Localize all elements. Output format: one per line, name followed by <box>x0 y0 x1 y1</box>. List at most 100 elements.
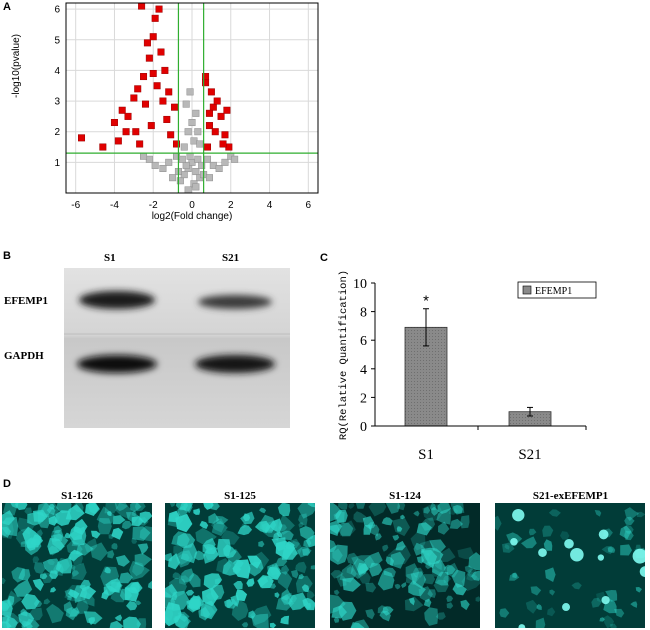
micrograph-cell <box>475 596 480 602</box>
volcano-point-nonsignificant <box>176 177 184 185</box>
micrograph-cell <box>416 522 432 536</box>
micrograph-cell <box>230 594 240 607</box>
micrograph-cell <box>404 596 424 612</box>
volcano-point-significant <box>202 73 210 81</box>
micrograph-cell <box>180 542 198 564</box>
micrograph-cell <box>65 504 85 521</box>
micrograph-cell <box>392 517 410 537</box>
volcano-y-ticks: 1 2 3 4 5 6 <box>54 5 60 169</box>
rq-bar-chart: 0 2 4 6 8 10 S1 S21 * RQ(Relative Quantificati… <box>338 270 597 463</box>
micrograph-cell <box>55 557 73 574</box>
micrograph-cell <box>357 562 370 576</box>
micrograph-cell <box>221 530 240 545</box>
band-efemp1-s1 <box>79 291 155 309</box>
micrograph-cell <box>298 573 305 580</box>
volcano-point-significant <box>134 85 142 93</box>
micrograph-cell <box>233 581 243 590</box>
micrograph-cell <box>374 533 382 541</box>
micrograph-cell <box>547 607 556 617</box>
micrograph-cell <box>605 590 618 602</box>
micrograph-cell <box>175 513 193 533</box>
micrograph-cell <box>502 542 515 553</box>
volcano-point-nonsignificant <box>204 155 212 163</box>
wb-lane-label-s1: S1 <box>104 252 116 264</box>
volcano-thresholds <box>66 3 318 193</box>
micrograph-cell <box>549 589 556 596</box>
micrograph-cell <box>433 579 449 593</box>
volcano-point-significant <box>159 97 167 105</box>
micrograph-cell <box>525 599 539 614</box>
micrograph-cell <box>208 513 220 524</box>
volcano-point-nonsignificant <box>205 174 213 182</box>
micrograph-cell <box>362 516 374 530</box>
micrograph-s1-125 <box>165 503 315 628</box>
micrograph-cell-bright <box>512 508 525 522</box>
volcano-y-tick-label: 5 <box>54 35 60 46</box>
micrograph-cell <box>107 511 112 516</box>
volcano-point-nonsignificant <box>184 128 192 136</box>
volcano-points <box>78 2 239 194</box>
volcano-point-nonsignificant <box>145 155 153 163</box>
micrograph-cell <box>451 569 466 588</box>
micrograph-cell <box>112 515 126 525</box>
volcano-point-nonsignificant <box>186 88 194 96</box>
micrograph-cell <box>134 600 142 606</box>
wb-protein-label-gapdh: GAPDH <box>4 350 44 362</box>
micrograph-cell <box>2 601 10 612</box>
volcano-point-significant <box>157 48 165 56</box>
micrograph-cell <box>56 503 72 514</box>
micrograph-cell <box>48 545 59 556</box>
volcano-point-significant <box>209 103 217 111</box>
micrograph-cell <box>368 503 387 517</box>
volcano-point-significant <box>155 5 163 13</box>
volcano-point-nonsignificant <box>184 186 192 194</box>
micrograph-cell <box>379 610 391 622</box>
micrograph-cell <box>377 570 395 591</box>
micrograph-cell <box>187 595 205 610</box>
micrograph-cell-bright <box>518 624 526 628</box>
micrograph-cell <box>248 610 256 619</box>
rq-x-tick-label: S21 <box>518 447 541 463</box>
micrograph-cell <box>330 544 348 565</box>
micrograph-cell <box>49 570 58 579</box>
volcano-point-significant <box>165 88 173 96</box>
micrograph-cell <box>115 555 130 567</box>
micrograph-cell <box>46 603 64 624</box>
micrograph-cell <box>2 520 14 539</box>
micrograph-cell <box>96 506 115 524</box>
micrograph-title-s1-124: S1-124 <box>389 490 421 502</box>
rq-legend: EFEMP1 <box>517 281 597 299</box>
micrograph-cell <box>134 553 152 567</box>
micrograph-cell <box>288 592 309 611</box>
micrograph-cell <box>416 556 425 564</box>
micrograph-cell <box>307 503 315 508</box>
micrograph-cell <box>76 600 89 615</box>
micrograph-cell <box>71 570 80 577</box>
volcano-point-nonsignificant <box>190 137 198 145</box>
micrograph-cell <box>211 520 228 536</box>
micrograph-cell <box>499 608 510 618</box>
micrograph-cell <box>24 507 32 516</box>
volcano-point-significant <box>223 106 231 114</box>
micrograph-cell <box>216 515 229 525</box>
micrograph-cell <box>266 566 282 580</box>
micrograph-cell <box>302 548 311 556</box>
micrograph-cell <box>453 505 463 515</box>
micrograph-cell <box>277 514 295 535</box>
micrograph-cell <box>168 553 181 570</box>
micrograph-cell <box>131 538 138 544</box>
rq-x-tick-label: S1 <box>418 447 434 463</box>
micrograph-title-s21-exefemp1: S21-exEFEMP1 <box>532 490 609 502</box>
band-efemp1-s21 <box>198 295 272 309</box>
micrograph-cell <box>199 520 209 529</box>
micrograph-cell <box>431 568 441 577</box>
volcano-point-nonsignificant <box>182 100 190 108</box>
micrograph-cell <box>452 583 467 596</box>
micrograph-cell <box>460 599 470 611</box>
micrograph-cell <box>179 575 191 585</box>
micrograph-cell <box>339 563 357 583</box>
micrograph-cell <box>297 546 312 558</box>
micrograph-cell <box>342 577 361 592</box>
panel-letter-d: D <box>3 478 11 490</box>
micrograph-cell <box>109 620 124 628</box>
